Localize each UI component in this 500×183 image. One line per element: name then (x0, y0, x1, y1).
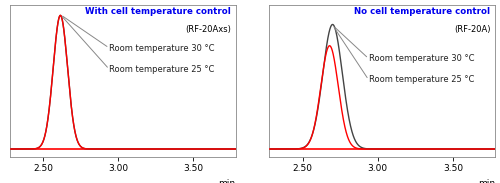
Text: With cell temperature control: With cell temperature control (86, 7, 231, 16)
Text: Room temperature 25 °C: Room temperature 25 °C (110, 65, 214, 74)
Text: min: min (478, 179, 495, 183)
Text: No cell temperature control: No cell temperature control (354, 7, 490, 16)
Text: Room temperature 30 °C: Room temperature 30 °C (368, 54, 474, 63)
Text: (RF-20Axs): (RF-20Axs) (185, 25, 231, 34)
Text: Room temperature 25 °C: Room temperature 25 °C (368, 75, 474, 84)
Text: min: min (218, 179, 236, 183)
Text: Room temperature 30 °C: Room temperature 30 °C (110, 44, 215, 53)
Text: (RF-20A): (RF-20A) (454, 25, 490, 34)
